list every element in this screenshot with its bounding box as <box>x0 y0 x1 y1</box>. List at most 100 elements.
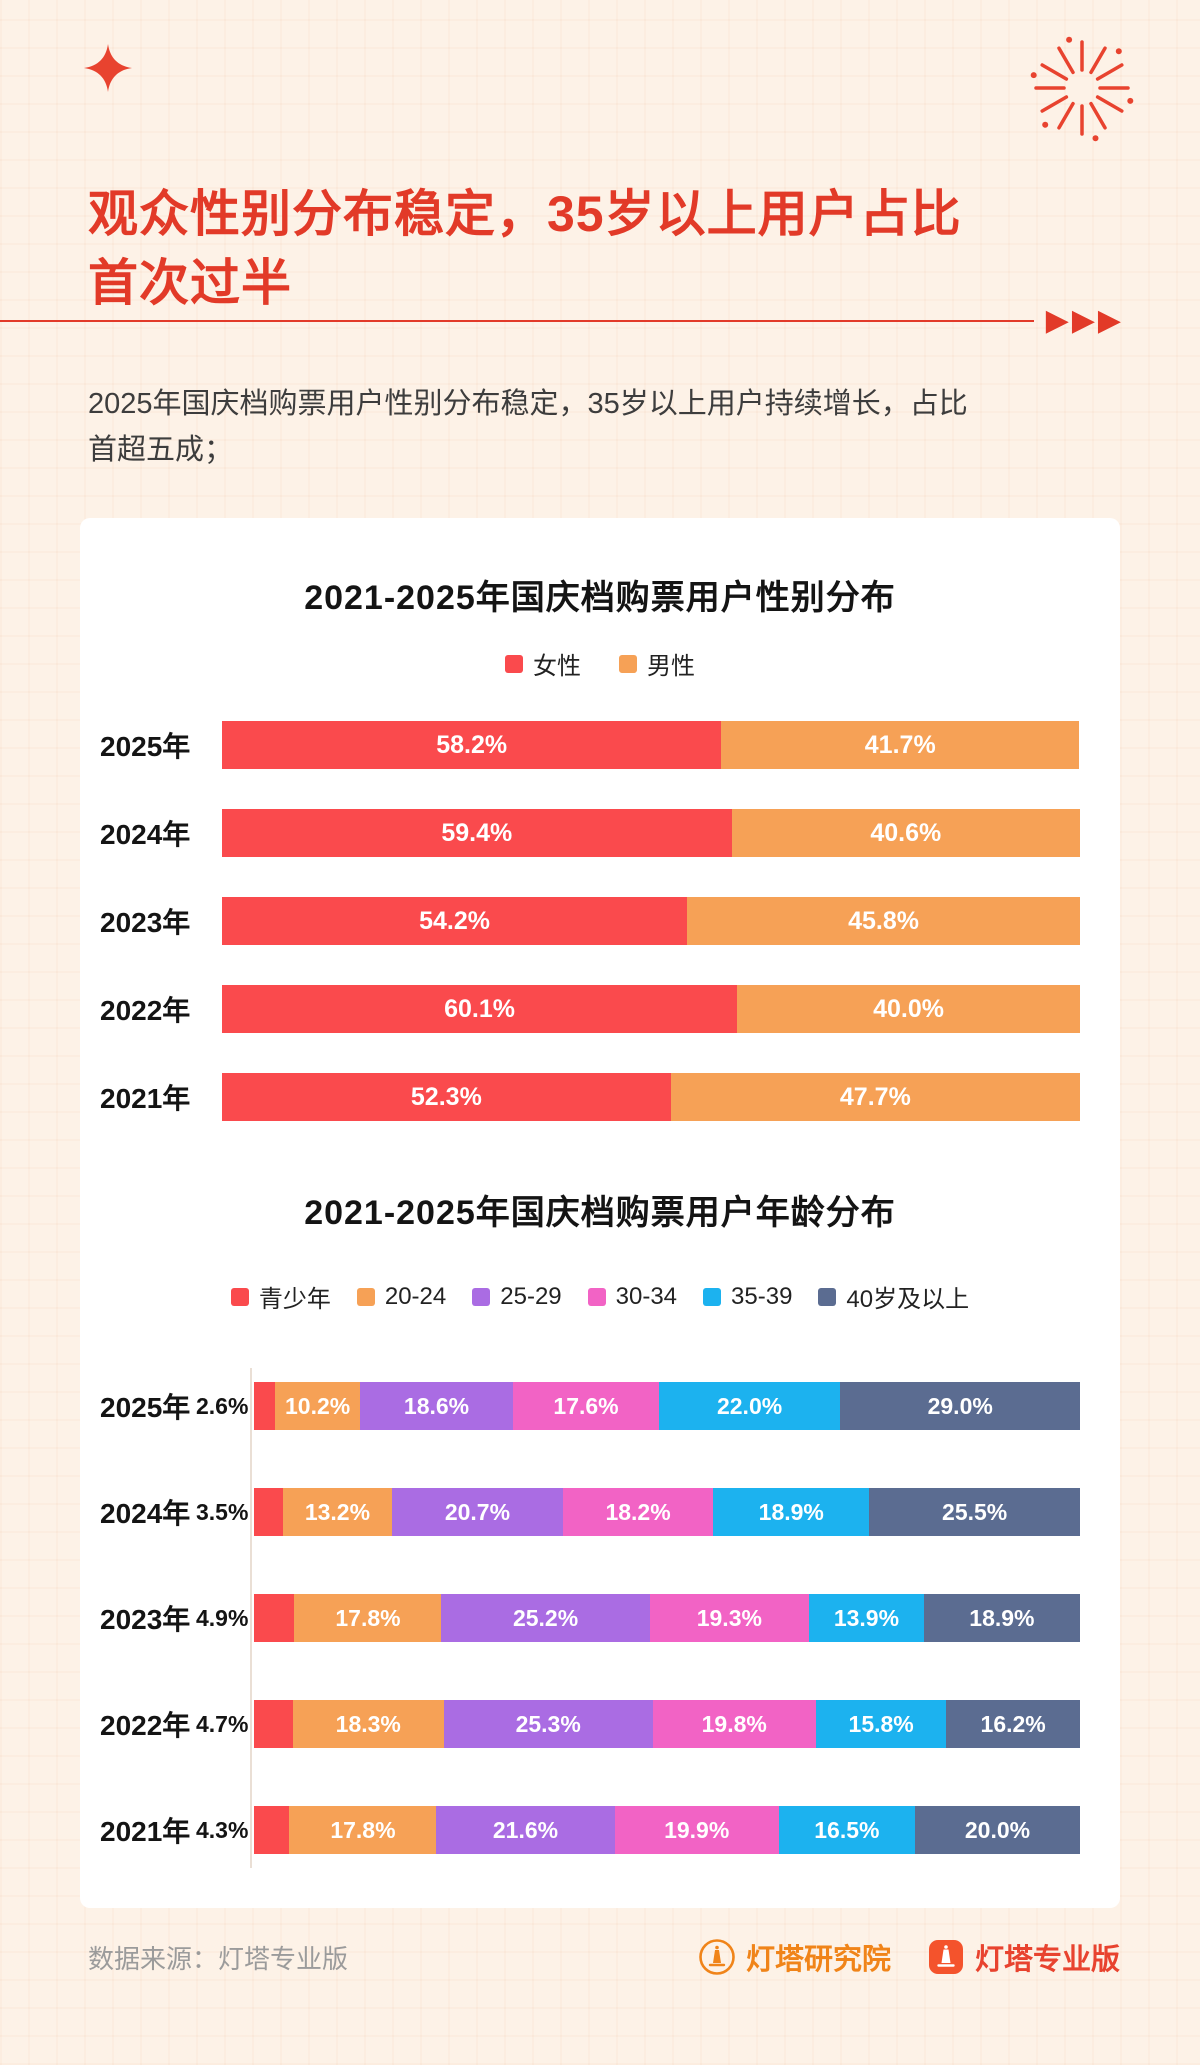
bar-segment: 20.0% <box>914 1806 1080 1855</box>
bar-segment: 25.3% <box>443 1700 653 1749</box>
bar-segment: 17.6% <box>513 1382 659 1431</box>
brand-dengta-institute: 灯塔研究院 <box>698 1936 891 1978</box>
legend-swatch <box>505 654 523 673</box>
legend-item: 20-24 <box>356 1282 447 1311</box>
segment-label: 59.4% <box>441 818 513 847</box>
legend-item: 25-29 <box>472 1282 562 1311</box>
legend-label: 25-29 <box>500 1282 562 1310</box>
age-chart-title: 2021-2025年国庆档购票用户年龄分布 <box>304 1194 896 1233</box>
segment-label: 41.7% <box>864 730 936 759</box>
bar-row: 2023年 4.9% 17.8% 25.2% 19.3% 13.9% 18.9% <box>80 1594 1120 1643</box>
segment-label: 29.0% <box>927 1392 993 1419</box>
segment-label: 25.5% <box>942 1498 1008 1525</box>
bar-segment: 29.0% <box>840 1382 1080 1431</box>
segment-label: 54.2% <box>419 906 490 935</box>
year-label: 2025年 <box>100 1392 191 1424</box>
stacked-bar: 52.3% 47.7% <box>222 1073 1080 1122</box>
bar-segment: 54.2% <box>222 897 688 946</box>
legend-swatch <box>587 1287 606 1306</box>
bar-segment: 22.0% <box>658 1382 841 1431</box>
segment-label: 25.2% <box>512 1604 579 1631</box>
year-label: 2022年 <box>100 995 191 1027</box>
bar-row: 2024年 59.4% 40.6% <box>80 809 1120 858</box>
age-chart-axis-line <box>250 1368 252 1869</box>
stacked-bar: 13.2% 20.7% 18.2% 18.9% 25.5% <box>254 1488 1080 1537</box>
bar-segment: 45.8% <box>687 897 1080 946</box>
outside-segment-label: 4.7% <box>196 1710 249 1737</box>
bar-segment: 25.5% <box>869 1488 1080 1537</box>
outside-segment-label: 2.6% <box>196 1392 249 1419</box>
legend-item: 女性 <box>505 646 581 681</box>
bar-segment: 47.7% <box>670 1073 1080 1122</box>
bar-segment: 18.9% <box>713 1488 870 1537</box>
brand-dengta-pro-label: 灯塔专业版 <box>974 1944 1120 1976</box>
bar-segment: 59.4% <box>222 809 732 858</box>
legend-swatch <box>356 1287 375 1306</box>
segment-label: 17.8% <box>335 1604 401 1631</box>
segment-label: 40.0% <box>873 994 945 1023</box>
brand-dengta-institute-label: 灯塔研究院 <box>745 1944 891 1976</box>
bar-segment: 18.2% <box>562 1488 714 1537</box>
bar-segment: 15.8% <box>815 1700 947 1749</box>
segment-label: 10.2% <box>284 1392 351 1419</box>
segment-label: 40.6% <box>870 818 942 847</box>
year-label: 2021年 <box>100 1083 191 1115</box>
bar-segment <box>254 1488 283 1537</box>
bar-row: 2023年 54.2% 45.8% <box>80 897 1120 946</box>
intro-text: 2025年国庆档购票用户性别分布稳定，35岁以上用户持续增长，占比 首超五成； <box>88 388 968 467</box>
bar-segment: 16.2% <box>946 1700 1080 1749</box>
bar-segment: 25.2% <box>441 1594 650 1643</box>
bar-row: 2025年 58.2% 41.7% <box>80 721 1120 770</box>
brand-dengta-pro: 灯塔专业版 <box>927 1936 1120 1978</box>
legend-swatch <box>472 1287 491 1306</box>
stacked-bar: 59.4% 40.6% <box>222 809 1080 858</box>
page-title: 观众性别分布稳定，35岁以上用户占比 首次过半 <box>88 185 962 311</box>
bar-segment <box>254 1700 293 1749</box>
bar-segment: 52.3% <box>222 1073 671 1122</box>
sparkle-icon <box>84 44 132 92</box>
bar-row: 2022年 4.7% 18.3% 25.3% 19.8% 15.8% 16.2% <box>80 1700 1120 1749</box>
bar-segment: 13.2% <box>282 1488 392 1537</box>
footer-brands: 灯塔研究院 灯塔专业版 <box>698 1936 1120 1978</box>
legend-swatch <box>230 1287 249 1306</box>
gender-chart-title: 2021-2025年国庆档购票用户性别分布 <box>304 579 896 617</box>
age-chart-rows: 2025年 2.6% 10.2% 18.6% 17.6% 22.0% 29.0% 2024年 3… <box>80 1368 1120 1869</box>
bar-segment: 21.6% <box>436 1806 615 1855</box>
segment-label: 47.7% <box>839 1082 911 1111</box>
bar-segment: 58.2% <box>222 721 722 770</box>
bar-segment: 60.1% <box>222 985 738 1034</box>
bar-row: 2024年 3.5% 13.2% 20.7% 18.2% 18.9% 25.5% <box>80 1488 1120 1537</box>
segment-label: 16.5% <box>814 1816 880 1843</box>
bar-segment <box>254 1594 295 1643</box>
divider-arrows-icon: ▶▶▶ <box>1045 304 1124 337</box>
segment-label: 13.9% <box>833 1604 900 1631</box>
legend-label: 女性 <box>533 653 581 681</box>
stacked-bar: 17.8% 25.2% 19.3% 13.9% 18.9% <box>254 1594 1080 1643</box>
gender-chart-rows: 2025年 58.2% 41.7% 2024年 59.4% 40.6% 2023年 54.2%… <box>80 721 1120 1122</box>
bar-segment: 16.5% <box>778 1806 915 1855</box>
bar-segment <box>254 1806 290 1855</box>
bar-segment: 17.8% <box>294 1594 442 1643</box>
outside-segment-label: 3.5% <box>196 1498 249 1525</box>
legend-item: 男性 <box>619 646 695 681</box>
segment-label: 19.3% <box>696 1604 762 1631</box>
bar-segment: 18.9% <box>923 1594 1080 1643</box>
segment-label: 18.3% <box>335 1710 401 1737</box>
legend-item: 30-34 <box>587 1283 677 1311</box>
legend-label: 男性 <box>647 653 695 681</box>
legend-item: 40岁及以上 <box>818 1279 969 1314</box>
legend-swatch <box>703 1287 722 1306</box>
segment-label: 17.6% <box>553 1392 619 1419</box>
segment-label: 20.0% <box>964 1816 1031 1843</box>
segment-label: 17.8% <box>330 1816 396 1843</box>
bar-row: 2025年 2.6% 10.2% 18.6% 17.6% 22.0% 29.0% <box>80 1382 1120 1431</box>
legend-label: 20-24 <box>384 1282 447 1310</box>
legend-item: 青少年 <box>230 1279 331 1314</box>
bar-segment <box>254 1382 276 1431</box>
segment-label: 16.2% <box>980 1710 1046 1737</box>
bar-segment: 18.3% <box>292 1700 444 1749</box>
legend-label: 40岁及以上 <box>846 1286 970 1314</box>
fireworks-icon <box>1022 28 1142 148</box>
bar-segment: 10.2% <box>275 1382 360 1431</box>
segment-label: 13.2% <box>304 1498 371 1525</box>
